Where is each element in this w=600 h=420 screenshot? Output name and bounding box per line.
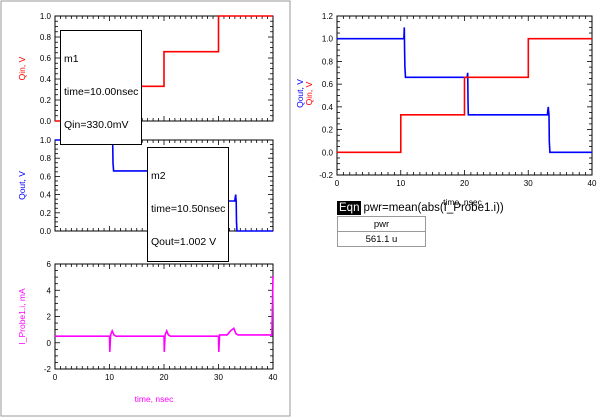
combined-plot-y-tick-label: 0.2 [322,126,334,135]
iprobe-plot-x-axis-label: time, nsec [135,394,174,404]
result-table-value: 561.1 u [337,231,426,247]
marker-m1-line-1: m1 [64,53,79,65]
marker-m2-line-2: time=10.50nsec [151,203,226,215]
combined-plot-y-axis-label-qin: Qin, V [304,81,314,105]
qout-plot-y-tick-label: 0.6 [40,172,52,181]
qin-plot-y-tick-label: 0.8 [40,33,52,42]
combined-plot-y-tick-label: 0.4 [322,103,334,112]
combined-plot-y-tick-label: 0.8 [322,57,334,66]
combined-plot-x-tick-label: 30 [524,179,533,188]
iprobe-plot-y-tick-label: 4 [47,286,52,295]
marker-readout-m2[interactable]: m2 time=10.50nsec Qout=1.002 V [147,147,230,262]
iprobe-plot-x-tick-label: 20 [160,373,169,382]
combined-plot-y-tick-label: 0.0 [322,148,334,157]
qout-plot-y-tick-label: 0.4 [40,191,52,200]
marker-readout-m1[interactable]: m1 time=10.00nsec Qin=330.0mV [60,30,143,145]
stacked-plots-frame [0,0,291,417]
equation-tag: Eqn [337,201,362,215]
iprobe-plot-y-tick-label: 2 [47,313,52,322]
result-table: pwr 561.1 u [337,216,426,247]
qin-plot: 0.0 0.2 0.4 0.6 0.8 1.0 Qin, V m1 [17,12,274,126]
marker-m2-line-3: Qout=1.002 V [151,236,217,248]
marker-m1-line-3: Qin=330.0mV [64,119,129,131]
overlay-plot-frame [301,0,599,201]
combined-plot-y-tick-label: 0.6 [322,80,334,89]
qout-plot-y-axis-label: Qout, V [17,171,27,200]
iprobe-plot-y-tick-label: -2 [44,365,52,374]
combined-plot-y-tick-label: 1.2 [322,12,334,21]
combined-plot: -0.2 0.0 0.2 0.4 0.6 0.8 1.0 1.2 0 10 20 30 40 Qout, … [295,12,597,207]
iprobe-plot-x-tick-label: 40 [269,373,278,382]
combined-plot-x-axis-label: time, nsec [443,197,482,207]
qin-plot-y-axis-label: Qin, V [17,56,27,80]
equation-block[interactable]: Eqn pwr=mean(abs(I_Probe1.i)) [337,201,504,215]
qin-plot-y-tick-label: 0.2 [40,96,52,105]
qout-plot-y-tick-label: 0.8 [40,154,52,163]
combined-plot-x-tick-label: 10 [396,179,405,188]
iprobe-plot-series-line-0 [55,275,274,352]
iprobe-plot-x-tick-label: 0 [53,373,58,382]
result-table-header: pwr [337,216,426,232]
iprobe-plot-y-tick-label: 0 [47,339,52,348]
iprobe-plot-x-tick-label: 30 [214,373,223,382]
iprobe-plot-y-axis-label: I_Probe1.i, mA [17,288,27,345]
combined-plot-y-tick-label: -0.2 [319,171,333,180]
qout-plot-y-tick-label: 0.2 [40,209,52,218]
qin-plot-y-tick-label: 0.6 [40,54,52,63]
combined-plot-series-line-1 [337,37,592,154]
qout-plot: 0.0 0.2 0.4 0.6 0.8 1.0 Qout, V m2 [17,125,274,236]
qin-plot-y-tick-label: 1.0 [40,12,52,21]
combined-plot-x-tick-label: 0 [335,179,340,188]
qout-plot-y-tick-label: 0.0 [40,227,52,236]
combined-plot-series-line-0 [337,27,592,154]
equation-text: pwr=mean(abs(I_Probe1.i)) [363,202,504,214]
iprobe-plot-x-tick-label: 10 [105,373,114,382]
qout-plot-y-tick-label: 1.0 [40,136,52,145]
iprobe-plot-y-tick-label: 6 [47,260,52,269]
marker-m1-line-2: time=10.00nsec [64,86,139,98]
marker-m2-line-1: m2 [151,170,166,182]
combined-plot-x-tick-label: 20 [460,179,469,188]
qin-plot-y-tick-label: 0.0 [40,117,52,126]
iprobe-plot-axes-box [54,263,274,370]
qin-plot-y-tick-label: 0.4 [40,75,52,84]
combined-plot-y-axis-label-qout: Qout, V [295,79,305,108]
combined-plot-x-tick-label: 40 [588,179,597,188]
combined-plot-y-tick-label: 1.0 [322,35,334,44]
